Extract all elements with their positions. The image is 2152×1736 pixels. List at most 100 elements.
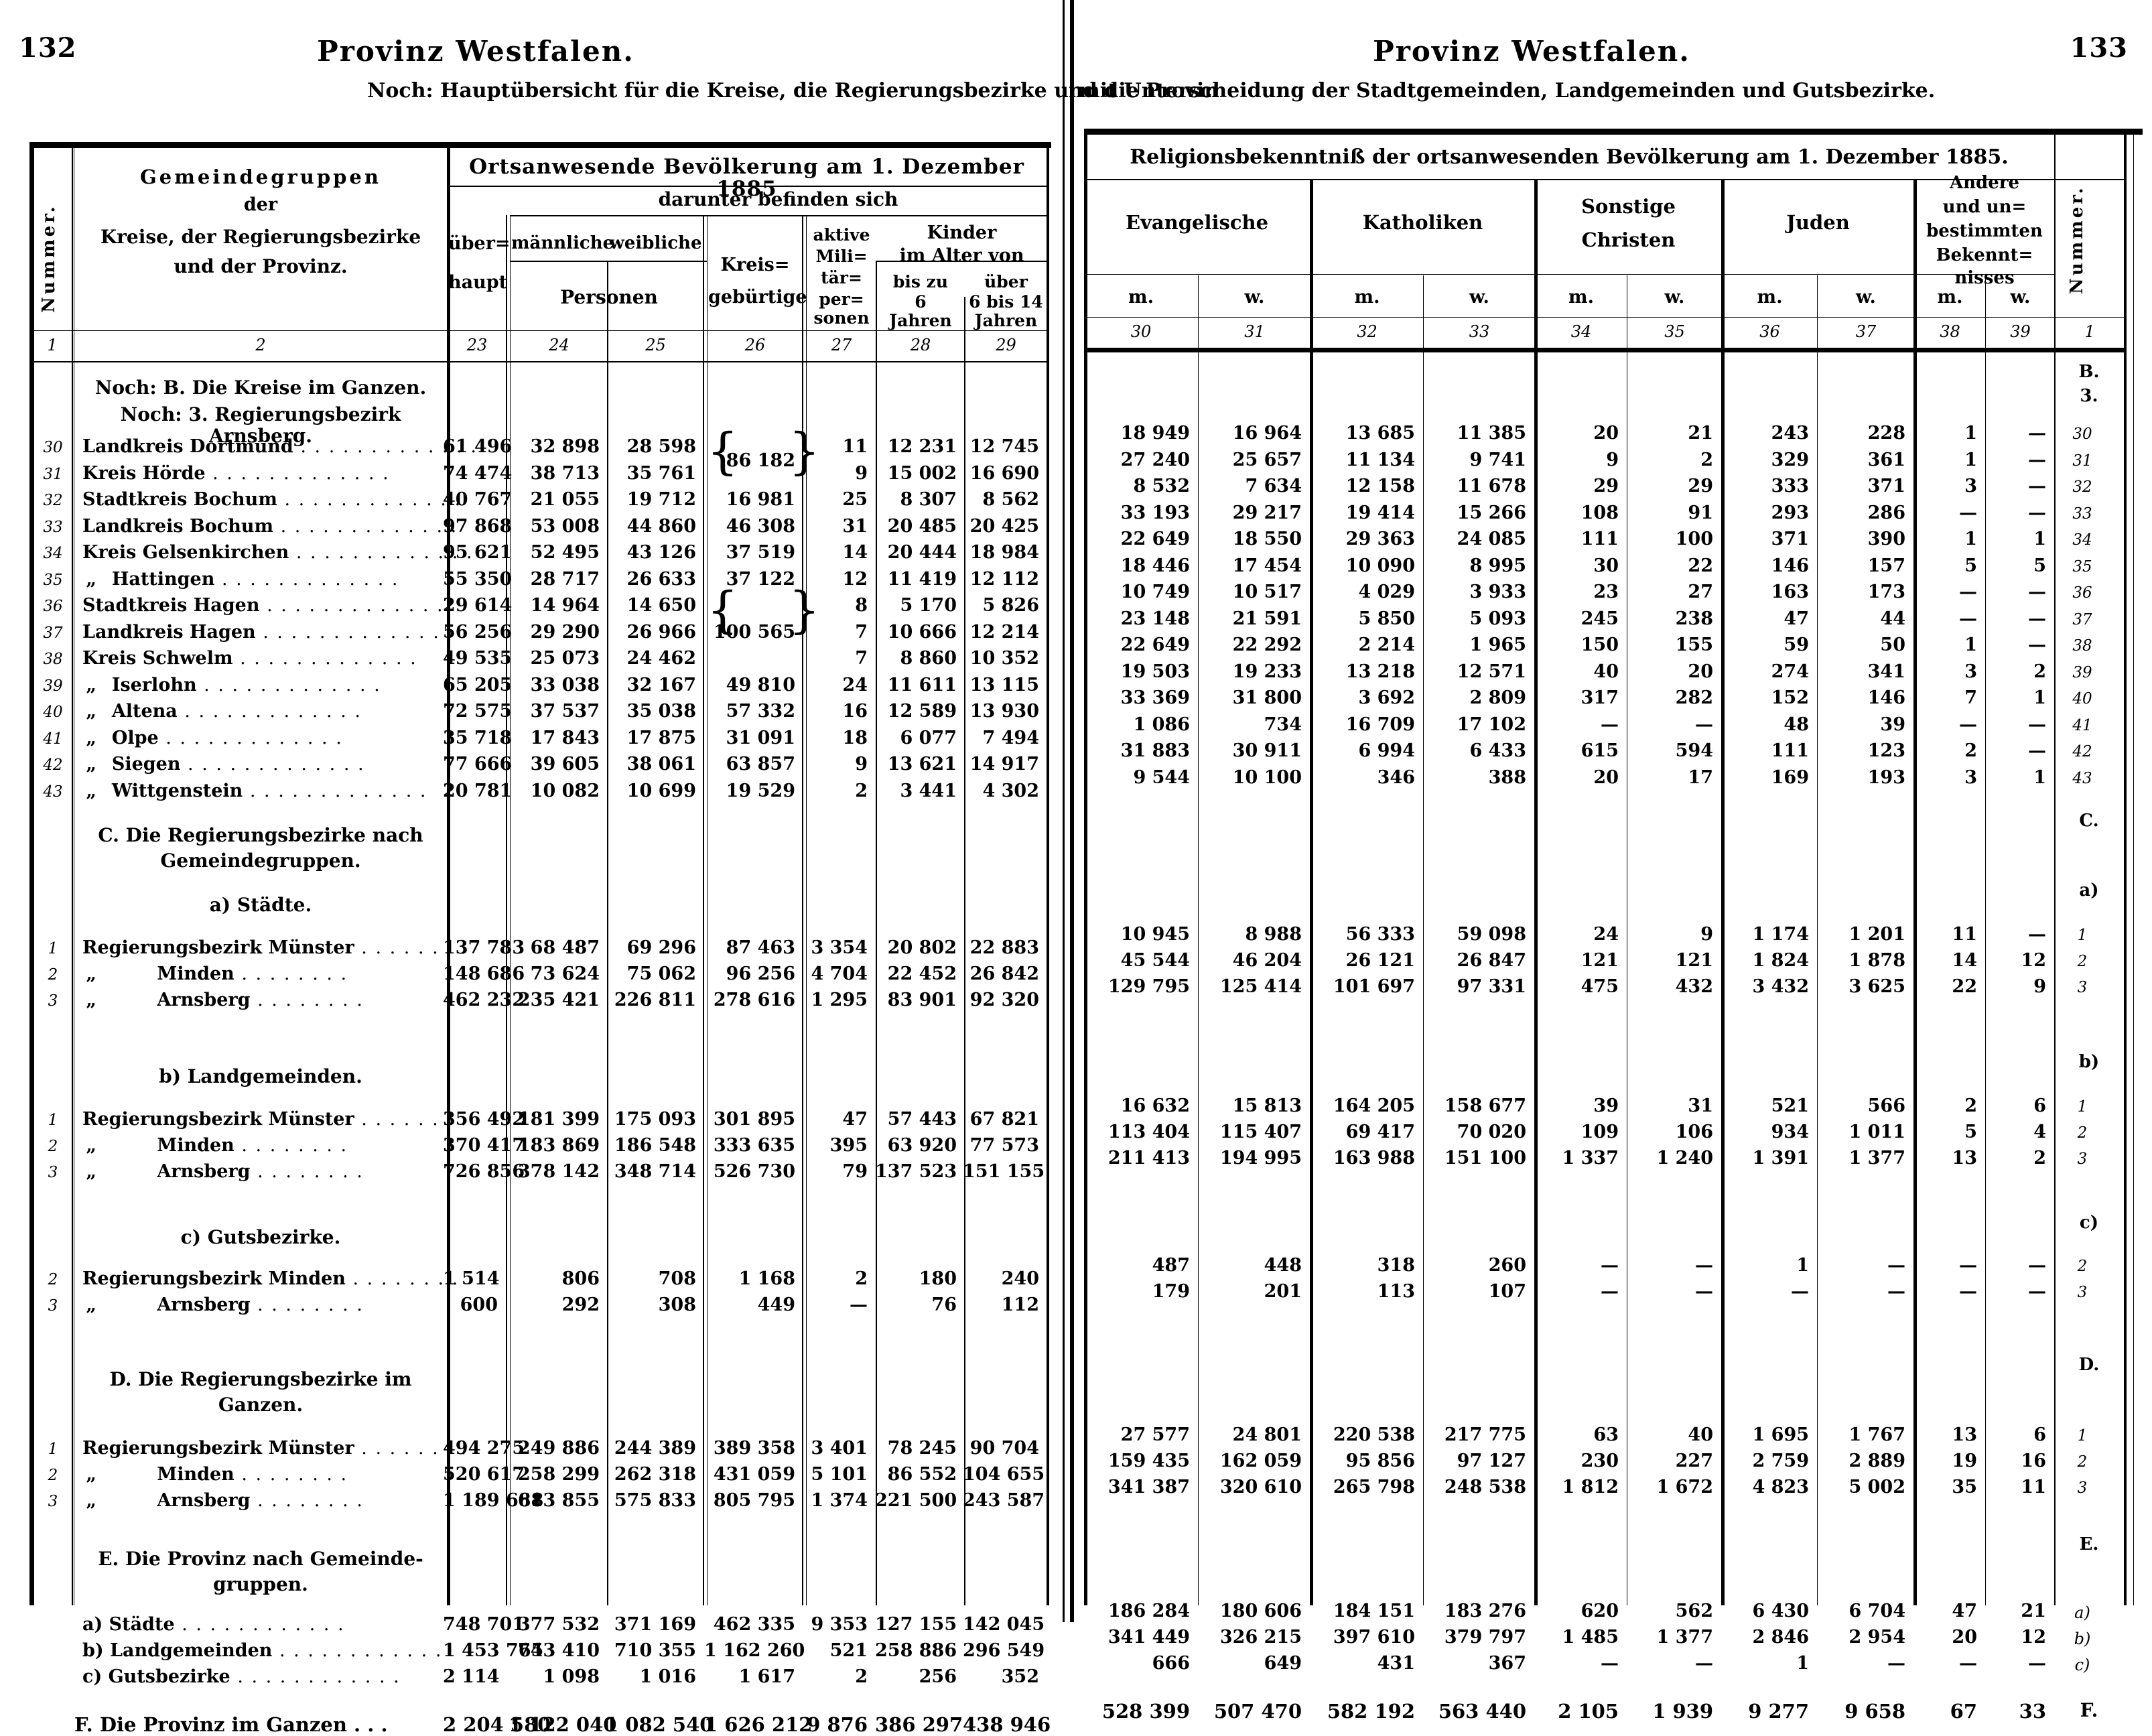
cell-right-30: 33 193 bbox=[1120, 503, 1190, 523]
cell-left-28: 180 bbox=[919, 1268, 957, 1289]
section-e-line2: gruppen. bbox=[213, 1573, 308, 1595]
cell-left-23: 2 114 bbox=[443, 1666, 500, 1687]
row-label: „ Olpe . . . . . . . . . . . . . bbox=[82, 728, 343, 748]
cell-right-30: 45 544 bbox=[1120, 950, 1190, 971]
row-number-right: 3 bbox=[2077, 1284, 2088, 1301]
cell-left-26: 37 122 bbox=[726, 569, 795, 590]
cell-left-24: 10 082 bbox=[530, 781, 600, 801]
page-title-left: Provinz Westfalen. bbox=[317, 35, 634, 68]
cell-right-37: 123 bbox=[1867, 740, 1905, 761]
cell-right-31: 46 204 bbox=[1232, 950, 1302, 971]
marker-f: F. bbox=[2080, 1699, 2098, 1721]
cell-right-32: 26 121 bbox=[1345, 950, 1415, 971]
cell-left-28: 3 441 bbox=[900, 781, 957, 801]
cell-left-24: 39 605 bbox=[530, 754, 600, 775]
cell-right-39: 1 bbox=[2033, 767, 2046, 788]
row-number-right: 3 bbox=[2077, 1479, 2088, 1497]
cell-right-36: 1 824 bbox=[1752, 950, 1809, 971]
cell-right-34: 20 bbox=[1593, 767, 1619, 788]
cell-total-right-37: 9 658 bbox=[1844, 1700, 1905, 1723]
cell-right-35: 238 bbox=[1675, 608, 1713, 629]
header-m-34: m. bbox=[1568, 287, 1594, 308]
cell-right-31: 22 292 bbox=[1232, 635, 1302, 655]
row-number-right: 30 bbox=[2072, 425, 2092, 443]
colnum-38: 38 bbox=[1940, 322, 1960, 341]
header-katholiken: Katholiken bbox=[1362, 211, 1483, 234]
cell-right-38: 1 bbox=[1964, 635, 1977, 655]
cell-total-left-27: 9 876 bbox=[807, 1713, 868, 1736]
header-militaer-5: sonen bbox=[813, 308, 870, 328]
cell-left-25: 244 389 bbox=[614, 1438, 696, 1459]
cell-right-36: 1 bbox=[1796, 1255, 1809, 1276]
row-number-left: 30 bbox=[43, 439, 63, 456]
cell-right-38: — bbox=[1959, 1255, 1977, 1276]
row-label: „ Minden . . . . . . . . bbox=[82, 1464, 348, 1485]
row-number-left: 43 bbox=[43, 783, 63, 801]
cell-total-right-33: 563 440 bbox=[1438, 1700, 1526, 1723]
cell-right-32: 13 685 bbox=[1345, 423, 1415, 444]
cell-right-37: 371 bbox=[1867, 476, 1905, 496]
cell-left-29: 4 302 bbox=[982, 781, 1039, 801]
cell-right-31: 16 964 bbox=[1232, 423, 1302, 444]
cell-right-37: 2 889 bbox=[1848, 1451, 1905, 1471]
cell-total-left-23: 2 204 580 bbox=[443, 1713, 551, 1736]
cell-right-31: 29 217 bbox=[1232, 503, 1302, 523]
cell-right-33: 11 678 bbox=[1457, 476, 1526, 496]
cell-left-27: 521 bbox=[829, 1640, 868, 1661]
cell-right-32: 95 856 bbox=[1345, 1451, 1415, 1471]
cell-right-39: — bbox=[2028, 450, 2046, 470]
header-biszu6-1: bis zu bbox=[892, 272, 949, 291]
row-number-left: 2 bbox=[48, 1271, 58, 1288]
cell-right-39: — bbox=[2028, 608, 2046, 629]
cell-left-26: 431 059 bbox=[713, 1464, 795, 1485]
cell-left-25: 175 093 bbox=[614, 1109, 696, 1130]
cell-left-29: 12 214 bbox=[969, 622, 1039, 643]
cell-right-34: — bbox=[1601, 1653, 1619, 1674]
cell-left-24: 183 869 bbox=[517, 1135, 600, 1156]
cell-right-36: 333 bbox=[1771, 476, 1809, 496]
cell-right-32: 346 bbox=[1377, 767, 1415, 788]
cell-right-36: 152 bbox=[1771, 687, 1809, 708]
cell-left-27: 16 bbox=[842, 701, 868, 722]
row-label: „ Arnsberg . . . . . . . . bbox=[82, 990, 364, 1010]
header-gemeindegruppen-1: Gemeindegruppen bbox=[140, 165, 381, 188]
colnum-32: 32 bbox=[1357, 322, 1377, 341]
cell-right-39: — bbox=[2028, 476, 2046, 496]
cell-left-27: — bbox=[850, 1294, 868, 1315]
header-andere-3: bestimmten bbox=[1926, 221, 2043, 241]
cell-left-27: 1 374 bbox=[811, 1490, 868, 1511]
cell-left-25: 708 bbox=[658, 1268, 696, 1289]
colnum-30: 30 bbox=[1130, 322, 1152, 341]
cell-right-31: 15 813 bbox=[1232, 1095, 1302, 1116]
cell-left-27: 18 bbox=[842, 728, 868, 748]
colnum-29: 29 bbox=[996, 336, 1016, 354]
cell-left-24: 25 073 bbox=[530, 648, 600, 669]
section-c-a: a) Städte. bbox=[209, 894, 312, 916]
cell-right-35: 29 bbox=[1688, 476, 1713, 496]
cell-right-36: 169 bbox=[1771, 767, 1809, 788]
header-m-32: m. bbox=[1354, 287, 1380, 308]
cell-right-30: 666 bbox=[1152, 1653, 1190, 1674]
cell-left-27: 8 bbox=[855, 595, 868, 616]
cell-right-32: 56 333 bbox=[1345, 924, 1415, 945]
cell-right-32: 29 363 bbox=[1345, 529, 1415, 549]
cell-right-30: 27 577 bbox=[1120, 1424, 1190, 1445]
header-militaer-1: aktive bbox=[813, 225, 870, 245]
cell-left-27: 31 bbox=[842, 516, 868, 537]
cell-left-25: 348 714 bbox=[614, 1161, 696, 1182]
header-militaer-4: per= bbox=[819, 289, 864, 309]
row-number-right: 42 bbox=[2072, 743, 2092, 760]
cell-right-36: 146 bbox=[1771, 555, 1809, 576]
cell-right-35: 432 bbox=[1675, 976, 1713, 997]
cell-right-32: 11 134 bbox=[1345, 450, 1415, 470]
cell-left-23: 40 767 bbox=[443, 489, 513, 510]
cell-right-34: 230 bbox=[1581, 1451, 1619, 1471]
row-label: „ Altena . . . . . . . . . . . . . bbox=[82, 701, 362, 722]
left-page-header: 132 Provinz Westfalen. Noch: Hauptübersi… bbox=[0, 0, 1219, 121]
row-label: Kreis Hörde . . . . . . . . . . . . . bbox=[82, 463, 390, 484]
header-ueber614-3: Jahren bbox=[974, 311, 1038, 330]
row-number-right: 1 bbox=[2077, 1098, 2088, 1116]
cell-right-36: 371 bbox=[1771, 529, 1809, 549]
cell-left-23: 600 bbox=[460, 1294, 498, 1315]
colnum-33: 33 bbox=[1469, 322, 1490, 341]
